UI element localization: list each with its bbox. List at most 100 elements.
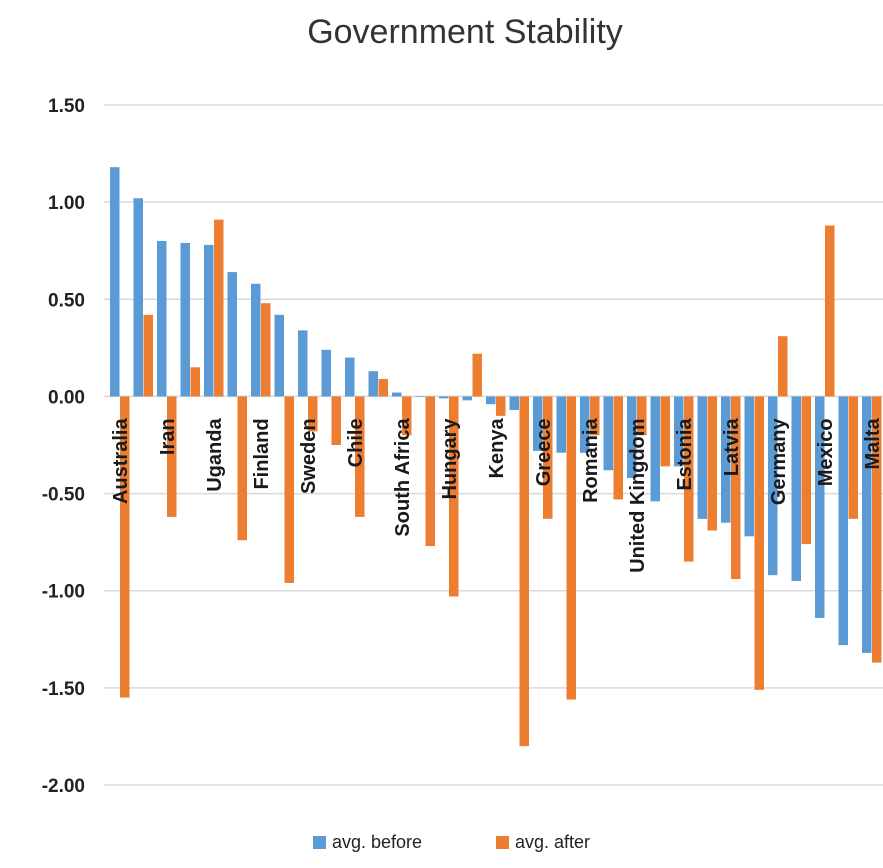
legend-label: avg. before [332,832,422,852]
bar-avg-before [697,396,707,519]
bar-avg-after [613,396,623,500]
bar-avg-before [862,396,872,653]
bar-avg-after [425,396,435,547]
category-label: Iran [157,418,179,455]
bar-avg-after [801,396,811,545]
bar-avg-before [603,396,613,471]
bar-avg-after [731,396,741,580]
category-label: Australia [110,418,132,504]
bar-avg-after [190,367,200,397]
bar-avg-before [392,392,402,397]
y-axis-ticks: 1.50 1.00 0.50 0.00 -0.50 -1.00 -1.50 -2.00 [42,96,85,797]
bar-avg-after [261,303,271,397]
bar-avg-before [486,396,496,405]
bar-avg-after [237,396,247,541]
bar-avg-before [133,198,143,397]
bar-avg-after [566,396,576,700]
bar-avg-before [650,396,660,502]
bar-avg-after [637,396,647,436]
bar-avg-after [519,396,529,747]
bar-avg-after [284,396,294,583]
bar-avg-before [368,371,378,397]
bars [110,167,882,747]
bar-avg-after [496,396,506,416]
y-tick-label: 1.00 [48,193,85,214]
category-label: Estonia [674,418,696,491]
bar-avg-before [274,314,284,397]
bar-avg-before [439,396,449,399]
category-label: Chile [345,418,367,467]
y-tick-label: 1.50 [48,96,85,117]
bar-avg-after [707,396,717,531]
bar-avg-before [345,357,355,397]
category-label: Hungary [439,418,461,500]
bar-avg-after [684,396,694,562]
bar-avg-before [533,396,543,451]
bar-avg-before [838,396,848,646]
bar-avg-after [214,219,224,397]
category-label: Latvia [721,418,743,477]
bar-avg-after [331,396,341,445]
category-label: Sweden [298,418,320,494]
bar-avg-before [180,242,190,397]
category-label: Greece [533,418,555,486]
bar-avg-before [815,396,825,618]
bar-avg-before [627,396,637,479]
bar-avg-before [791,396,801,581]
bar-avg-after [754,396,764,690]
bar-avg-after [543,396,553,519]
bar-avg-before [462,396,472,401]
y-tick-label: -1.50 [42,679,85,700]
bar-avg-after [378,378,388,397]
bar-avg-before [674,396,684,467]
y-tick-label: 0.50 [48,290,85,311]
chart-title: Government Stability [307,13,623,51]
bar-avg-after [590,396,600,436]
category-label: Uganda [204,418,226,492]
category-label: Finland [251,418,273,489]
y-tick-label: -0.50 [42,485,85,506]
category-label: Kenya [486,418,508,479]
legend-label: avg. after [515,832,590,852]
bar-avg-before [110,167,120,397]
bar-avg-after [449,396,459,597]
bar-avg-before [251,283,261,397]
bar-avg-before [157,241,167,397]
bar-avg-after [355,396,365,517]
bar-avg-before [580,396,590,453]
bar-avg-after [120,396,130,698]
bar-avg-after [848,396,858,519]
bar-avg-after [872,396,882,663]
legend-swatch [313,836,326,849]
bar-avg-after [402,396,412,436]
category-label: Malta [862,418,883,470]
bar-avg-before [744,396,754,537]
bar-avg-after [472,353,482,397]
category-label: South Africa [392,418,414,537]
legend: avg. before avg. after [313,832,590,852]
bar-avg-after [825,225,835,397]
y-tick-label: 0.00 [48,387,85,408]
bar-avg-before [509,396,519,411]
bar-avg-after [143,314,153,397]
bar-avg-before [415,396,425,398]
bar-avg-before [321,349,331,397]
bar-avg-after [660,396,670,467]
bar-avg-before [298,330,308,397]
bar-avg-after [778,336,788,397]
legend-swatch [496,836,509,849]
category-label: United Kingdom [627,418,649,572]
bar-avg-after [167,396,177,517]
bar-avg-before [204,244,214,397]
y-tick-label: -1.00 [42,582,85,603]
category-label: Mexico [815,418,837,486]
bar-avg-before [768,396,778,576]
bar-avg-after [308,396,318,432]
category-label: Romania [580,418,602,503]
category-labels: Australia Iran Uganda Finland Sweden Chile Sou… [110,418,883,573]
y-tick-label: -2.00 [42,776,85,797]
category-label: Germany [768,418,790,506]
bar-avg-before [721,396,731,523]
bar-avg-before [556,396,566,453]
